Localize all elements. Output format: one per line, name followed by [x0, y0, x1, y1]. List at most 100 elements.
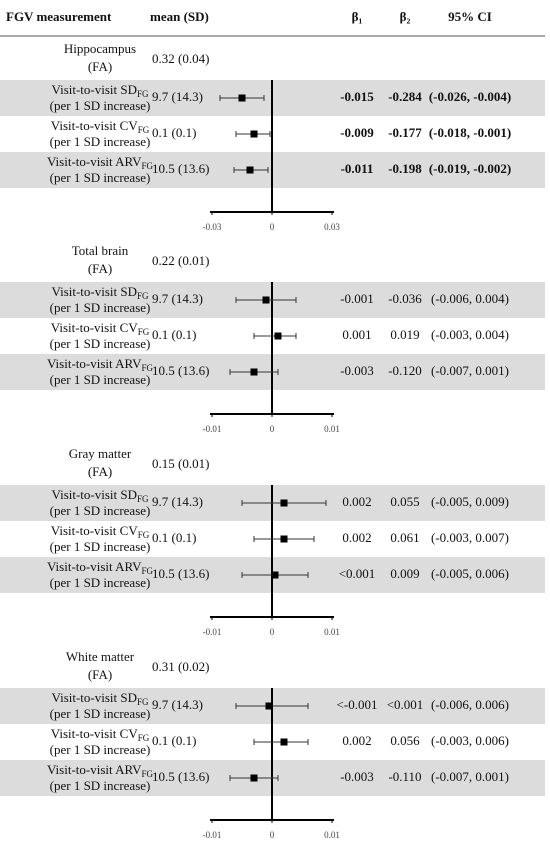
- panel-title: Hippocampus: [64, 41, 136, 56]
- beta1-value: 0.002: [342, 733, 371, 748]
- x-tick-label: -0.01: [203, 830, 222, 840]
- header-ci: 95% CI: [448, 9, 492, 24]
- x-tick-label: -0.01: [203, 424, 222, 434]
- row-label-text: Visit-to-visit ARV: [47, 154, 142, 169]
- beta2-value: -0.284: [388, 89, 422, 104]
- row-label-text: Visit-to-visit SD: [51, 487, 137, 502]
- beta1-value: -0.001: [340, 291, 374, 306]
- ci-value: (-0.007, 0.001): [431, 769, 509, 784]
- row-note: (per 1 SD increase): [50, 336, 151, 351]
- beta2-value: 0.055: [390, 494, 419, 509]
- row-label-subscript: FG: [138, 530, 150, 540]
- header-beta1: β₁: [352, 9, 363, 24]
- beta2-value: -0.110: [388, 769, 421, 784]
- beta2-value: 0.061: [390, 530, 419, 545]
- estimate-marker: [238, 94, 246, 102]
- estimate-marker: [250, 368, 258, 376]
- beta2-value: <0.001: [387, 697, 424, 712]
- panel-mean: 0.15 (0.01): [152, 456, 209, 471]
- row-label: Visit-to-visit ARVFG: [47, 559, 154, 576]
- x-tick-label: 0.03: [324, 222, 340, 232]
- row-mean: 9.7 (14.3): [152, 291, 203, 306]
- panel-mean: 0.32 (0.04): [152, 51, 209, 66]
- row-label: Visit-to-visit SDFG: [51, 487, 149, 504]
- beta1-value: 0.002: [342, 494, 371, 509]
- row-label: Visit-to-visit SDFG: [51, 82, 149, 99]
- ci-value: (-0.007, 0.001): [431, 363, 509, 378]
- beta2-value: -0.036: [388, 291, 422, 306]
- beta1-value: -0.011: [341, 161, 374, 176]
- beta2-value: 0.019: [390, 327, 419, 342]
- beta2-value: 0.056: [390, 733, 420, 748]
- ci-value: (-0.019, -0.002): [429, 161, 511, 176]
- ci-value: (-0.018, -0.001): [429, 125, 511, 140]
- row-label: Visit-to-visit CVFG: [51, 320, 150, 337]
- row-label-text: Visit-to-visit CV: [51, 320, 139, 335]
- row-label-subscript: FG: [138, 125, 150, 135]
- row-mean: 9.7 (14.3): [152, 89, 203, 104]
- row-label-text: Visit-to-visit SD: [51, 82, 137, 97]
- row-label: Visit-to-visit ARVFG: [47, 762, 154, 779]
- row-note: (per 1 SD increase): [50, 778, 151, 793]
- row-label-subscript: FG: [137, 494, 149, 504]
- beta1-value: <0.001: [339, 566, 376, 581]
- x-tick-label: 0.01: [324, 830, 340, 840]
- estimate-marker: [280, 738, 288, 746]
- row-mean: 0.1 (0.1): [152, 125, 196, 140]
- panel-subtitle: (FA): [88, 667, 112, 682]
- row-note: (per 1 SD increase): [50, 503, 151, 518]
- row-mean: 9.7 (14.3): [152, 697, 203, 712]
- panel-subtitle: (FA): [88, 464, 112, 479]
- row-mean: 10.5 (13.6): [152, 566, 209, 581]
- estimate-marker: [280, 499, 288, 507]
- estimate-marker: [274, 332, 282, 340]
- beta1-value: -0.009: [340, 125, 374, 140]
- x-tick-label: 0.01: [324, 424, 340, 434]
- row-note: (per 1 SD increase): [50, 98, 151, 113]
- x-tick-label: 0.01: [324, 627, 340, 637]
- row-label-text: Visit-to-visit ARV: [47, 559, 142, 574]
- beta2-value: -0.120: [388, 363, 422, 378]
- row-mean: 0.1 (0.1): [152, 530, 196, 545]
- x-tick-label: 0: [270, 222, 275, 232]
- row-label-text: Visit-to-visit CV: [51, 726, 139, 741]
- beta2-value: 0.009: [390, 566, 419, 581]
- ci-value: (-0.006, 0.006): [431, 697, 509, 712]
- estimate-marker: [250, 130, 258, 138]
- row-note: (per 1 SD increase): [50, 372, 151, 387]
- row-label-subscript: FG: [142, 363, 154, 373]
- ci-value: (-0.003, 0.004): [431, 327, 509, 342]
- row-label-text: Visit-to-visit ARV: [47, 356, 142, 371]
- x-tick-label: 0: [270, 424, 275, 434]
- row-mean: 9.7 (14.3): [152, 494, 203, 509]
- ci-value: (-0.005, 0.006): [431, 566, 509, 581]
- ci-value: (-0.003, 0.007): [431, 530, 509, 545]
- ci-value: (-0.003, 0.006): [431, 733, 509, 748]
- row-note: (per 1 SD increase): [50, 134, 151, 149]
- estimate-marker: [265, 702, 273, 710]
- header-measurement: FGV measurement: [6, 9, 112, 24]
- x-tick-label: -0.03: [203, 222, 222, 232]
- panel-title: White matter: [66, 649, 135, 664]
- ci-value: (-0.006, 0.004): [431, 291, 509, 306]
- panel-title: Gray matter: [69, 446, 132, 461]
- ci-value: (-0.026, -0.004): [429, 89, 511, 104]
- header-mean: mean (SD): [150, 9, 209, 24]
- row-note: (per 1 SD increase): [50, 706, 151, 721]
- x-tick-label: 0: [270, 830, 275, 840]
- x-tick-label: 0: [270, 627, 275, 637]
- row-note: (per 1 SD increase): [50, 170, 151, 185]
- panel-mean: 0.31 (0.02): [152, 659, 209, 674]
- estimate-marker: [280, 535, 288, 543]
- row-note: (per 1 SD increase): [50, 575, 151, 590]
- estimate-marker: [262, 296, 270, 304]
- row-label-subscript: FG: [138, 327, 150, 337]
- ci-value: (-0.005, 0.009): [431, 494, 509, 509]
- beta1-value: -0.015: [340, 89, 374, 104]
- x-tick-label: -0.01: [203, 627, 222, 637]
- row-label-subscript: FG: [142, 566, 154, 576]
- beta2-value: -0.198: [388, 161, 422, 176]
- row-label: Visit-to-visit CVFG: [51, 726, 150, 743]
- row-mean: 10.5 (13.6): [152, 769, 209, 784]
